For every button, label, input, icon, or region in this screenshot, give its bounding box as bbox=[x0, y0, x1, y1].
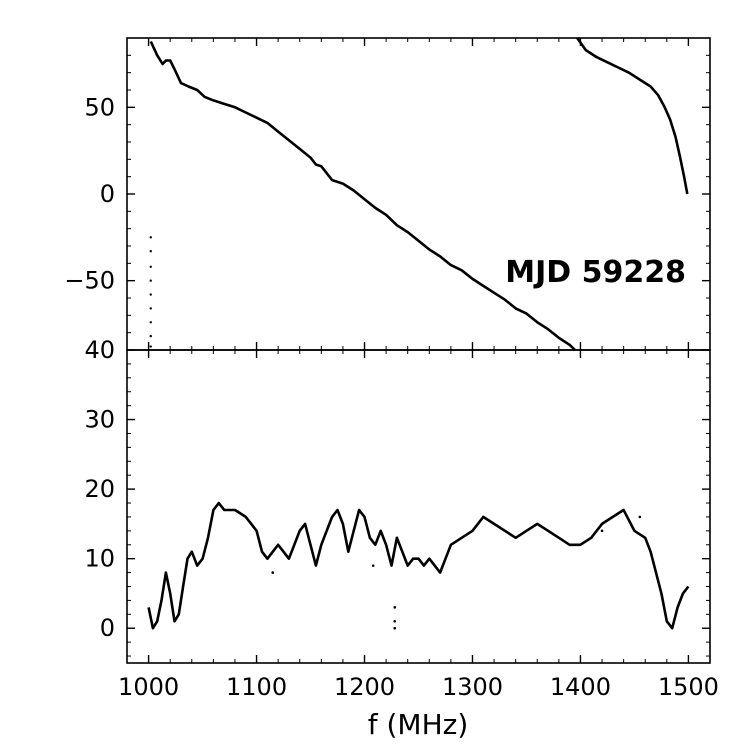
phase-curve-1 bbox=[149, 40, 576, 351]
phase-outlier-point bbox=[149, 279, 152, 282]
phase-outlier-point bbox=[149, 334, 152, 338]
phase-outlier-point bbox=[149, 345, 152, 348]
phase-outlier-point bbox=[149, 293, 152, 296]
bandpass-outlier-point bbox=[393, 619, 397, 623]
bottom-y-tick-label: 20 bbox=[84, 475, 115, 503]
bottom-axes-frame bbox=[126, 349, 711, 664]
bottom-panel: 0 10 20 30 40 1000 1100 1200 1300 1400 1500 f (MHz… bbox=[84, 336, 718, 741]
top-y-tick-label: −50 bbox=[64, 267, 115, 295]
phase-outlier-point bbox=[149, 265, 152, 268]
x-tick-label: 1300 bbox=[442, 673, 503, 701]
bottom-y-tick-label: 0 bbox=[100, 614, 115, 642]
bottom-data-curves bbox=[147, 501, 690, 630]
top-panel: 50 0 −50 MJD 59228 bbox=[64, 37, 711, 351]
phase-outlier-point bbox=[149, 236, 152, 239]
bottom-y-tick-label: 30 bbox=[84, 406, 115, 434]
bandpass-outlier-point bbox=[460, 536, 463, 540]
bottom-y-tick-label: 10 bbox=[84, 545, 115, 573]
bottom-y-tick-label: 40 bbox=[84, 336, 115, 364]
phase-outlier-point bbox=[149, 307, 152, 310]
bandpass-curve bbox=[147, 501, 690, 630]
phase-outlier-point bbox=[149, 321, 152, 324]
x-tick-label: 1000 bbox=[118, 673, 179, 701]
x-tick-label: 1500 bbox=[658, 673, 719, 701]
bottom-ticks: 0 10 20 30 40 1000 1100 1200 1300 1400 1500 bbox=[84, 336, 718, 701]
bandpass-outlier-point bbox=[371, 564, 375, 567]
mjd-annotation: MJD 59228 bbox=[505, 255, 686, 290]
x-tick-label: 1400 bbox=[550, 673, 611, 701]
top-y-tick-label: 0 bbox=[100, 180, 115, 208]
top-y-tick-label: 50 bbox=[84, 93, 115, 121]
bandpass-outlier-point bbox=[393, 626, 397, 630]
top-axes-frame bbox=[126, 37, 711, 351]
x-tick-label: 1100 bbox=[226, 673, 287, 701]
bandpass-outlier-point bbox=[600, 529, 604, 533]
phase-curve-2 bbox=[576, 37, 689, 195]
bandpass-outlier-point bbox=[393, 606, 397, 609]
x-axis-label: f (MHz) bbox=[368, 708, 469, 741]
top-ticks: 50 0 −50 bbox=[64, 38, 710, 350]
x-tick-label: 1200 bbox=[334, 673, 395, 701]
phase-outlier-point bbox=[149, 250, 152, 253]
top-data-curves bbox=[149, 37, 689, 351]
bandpass-outlier-point bbox=[271, 571, 275, 574]
bandpass-outlier-point bbox=[638, 515, 642, 519]
